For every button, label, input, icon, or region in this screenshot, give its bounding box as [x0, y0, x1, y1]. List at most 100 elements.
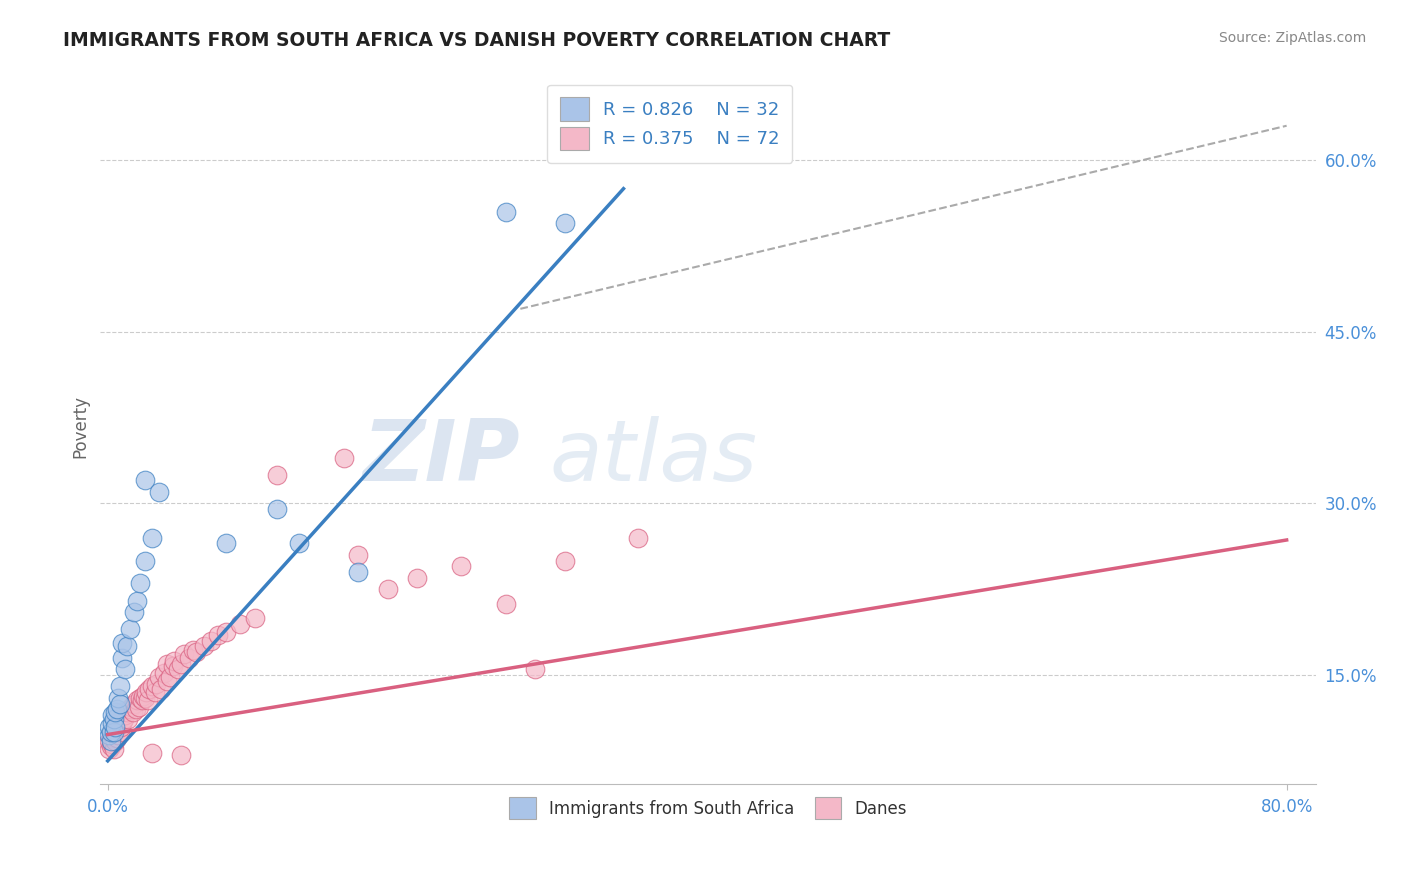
Point: [152, 665, 174, 680]
Point: [134, 553, 156, 567]
Point: [117, 712, 139, 726]
Point: [377, 582, 399, 597]
Text: Source: ZipAtlas.com: Source: ZipAtlas.com: [1219, 31, 1367, 45]
Point: [114, 708, 136, 723]
Point: [105, 731, 128, 745]
Point: [114, 662, 136, 676]
Point: [163, 654, 186, 668]
Point: [136, 693, 159, 707]
Point: [177, 651, 200, 665]
Point: [207, 628, 229, 642]
Point: [104, 705, 127, 719]
Point: [107, 690, 129, 705]
Point: [127, 593, 149, 607]
Point: [98, 727, 121, 741]
Point: [101, 708, 124, 723]
Point: [141, 680, 163, 694]
Point: [100, 725, 122, 739]
Point: [111, 636, 134, 650]
Point: [170, 748, 193, 763]
Point: [134, 690, 156, 705]
Point: [141, 746, 163, 760]
Text: atlas: atlas: [550, 416, 758, 500]
Point: [214, 536, 236, 550]
Point: [167, 662, 190, 676]
Point: [111, 716, 134, 731]
Point: [495, 204, 517, 219]
Y-axis label: Poverty: Poverty: [72, 394, 89, 458]
Point: [108, 725, 131, 739]
Point: [627, 531, 650, 545]
Point: [173, 648, 195, 662]
Point: [170, 657, 193, 671]
Point: [143, 685, 166, 699]
Legend: Immigrants from South Africa, Danes: Immigrants from South Africa, Danes: [503, 790, 914, 825]
Point: [524, 662, 547, 676]
Point: [111, 651, 134, 665]
Point: [115, 705, 138, 719]
Point: [104, 719, 127, 733]
Point: [156, 657, 179, 671]
Point: [98, 734, 121, 748]
Point: [103, 712, 125, 726]
Point: [118, 702, 141, 716]
Point: [103, 725, 125, 739]
Point: [181, 643, 204, 657]
Point: [159, 670, 181, 684]
Point: [103, 731, 125, 745]
Point: [100, 734, 122, 748]
Point: [112, 712, 135, 726]
Point: [105, 702, 128, 716]
Point: [554, 216, 576, 230]
Point: [101, 716, 124, 731]
Point: [111, 705, 134, 719]
Point: [200, 633, 222, 648]
Point: [229, 616, 252, 631]
Point: [108, 697, 131, 711]
Point: [495, 597, 517, 611]
Point: [193, 640, 215, 654]
Point: [156, 673, 179, 688]
Point: [148, 670, 170, 684]
Point: [347, 548, 370, 562]
Point: [121, 705, 143, 719]
Point: [129, 576, 152, 591]
Point: [118, 622, 141, 636]
Point: [186, 645, 208, 659]
Point: [347, 565, 370, 579]
Point: [107, 727, 129, 741]
Point: [214, 624, 236, 639]
Point: [131, 693, 153, 707]
Point: [101, 727, 124, 741]
Point: [115, 640, 138, 654]
Point: [332, 450, 354, 465]
Point: [266, 502, 288, 516]
Point: [132, 689, 155, 703]
Point: [122, 697, 145, 711]
Point: [120, 700, 142, 714]
Point: [100, 739, 122, 753]
Point: [288, 536, 311, 550]
Point: [406, 571, 429, 585]
Point: [125, 702, 148, 716]
Point: [138, 681, 160, 696]
Point: [98, 742, 121, 756]
Point: [141, 531, 163, 545]
Point: [149, 681, 172, 696]
Point: [98, 719, 121, 733]
Point: [108, 714, 131, 728]
Point: [104, 725, 127, 739]
Point: [107, 716, 129, 731]
Point: [554, 553, 576, 567]
Point: [266, 467, 288, 482]
Point: [105, 719, 128, 733]
Point: [108, 680, 131, 694]
Point: [103, 742, 125, 756]
Point: [129, 690, 152, 705]
Point: [148, 484, 170, 499]
Point: [135, 685, 157, 699]
Point: [128, 700, 150, 714]
Point: [104, 734, 127, 748]
Point: [110, 719, 132, 733]
Point: [145, 677, 167, 691]
